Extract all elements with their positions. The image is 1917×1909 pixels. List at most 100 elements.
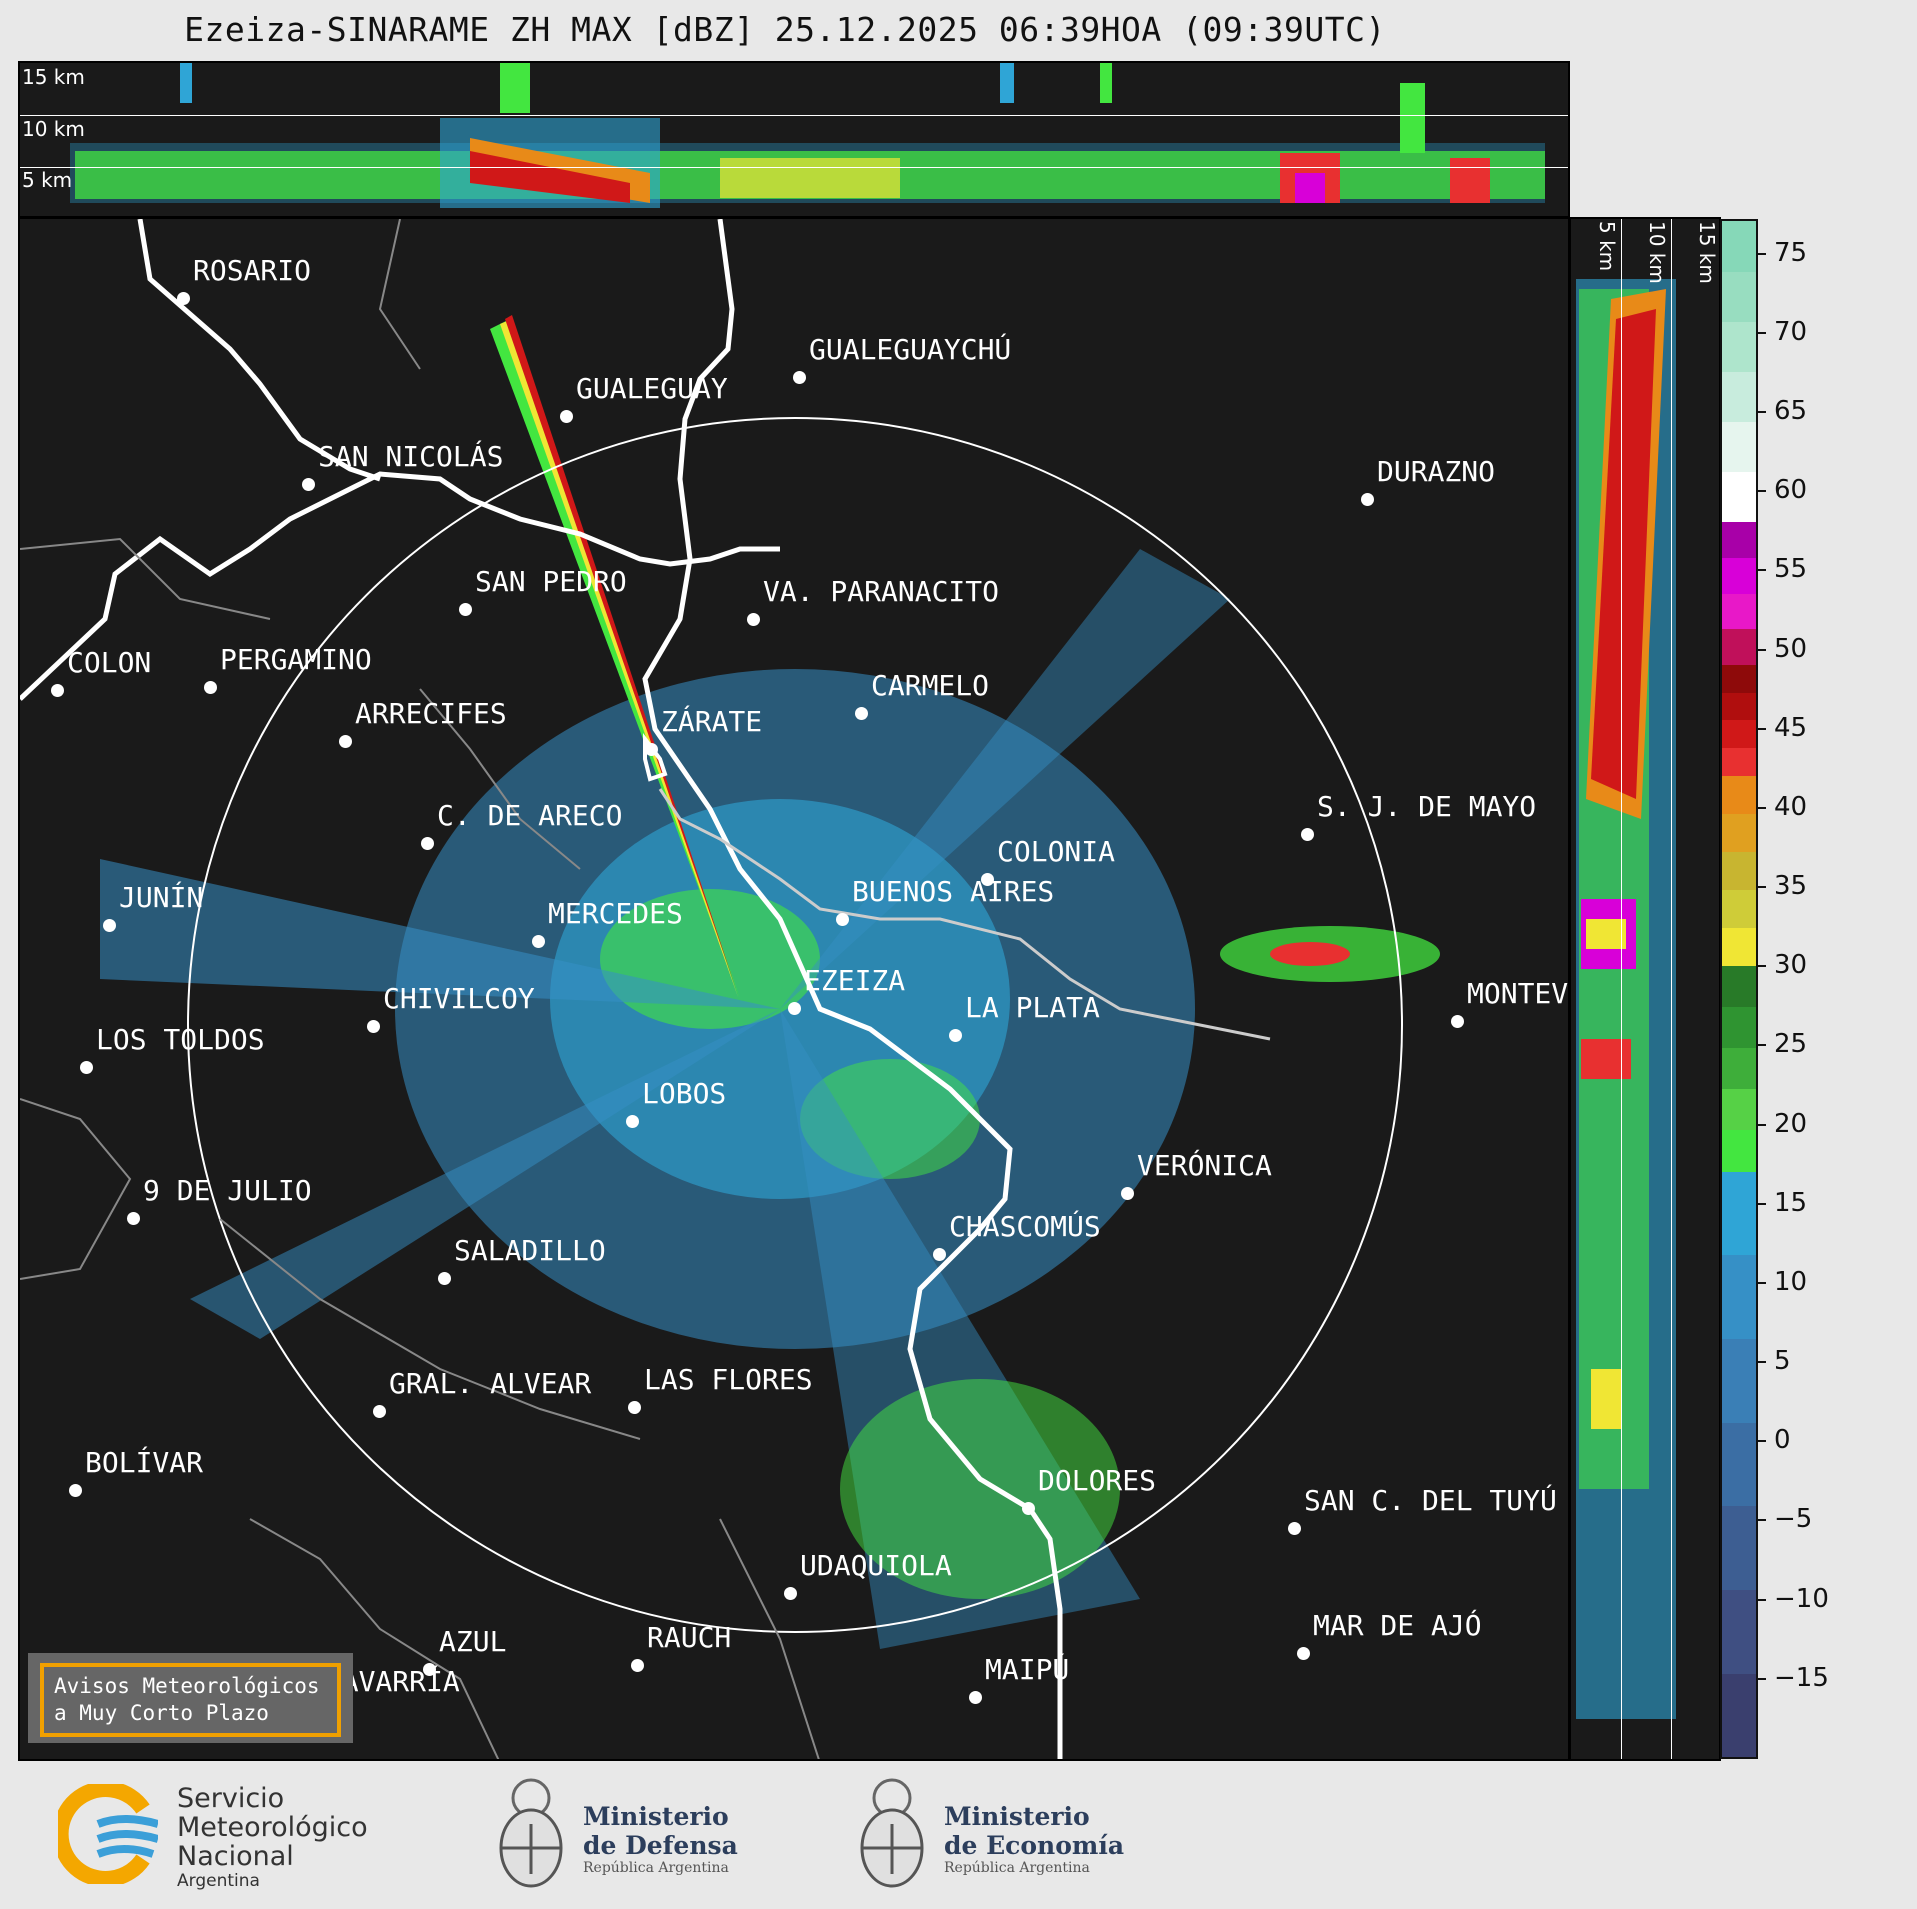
economia-logo-text: Ministerio de Economía República Argenti… [944, 1802, 1124, 1876]
city-marker [438, 1272, 451, 1285]
defensa-line-1: Ministerio [583, 1802, 729, 1831]
page-title: Ezeiza-SINARAME ZH MAX [dBZ] 25.12.2025 … [184, 10, 1386, 49]
city-marker [127, 1212, 140, 1225]
colorbar-segment [1722, 221, 1756, 272]
city-label: VERÓNICA [1137, 1149, 1272, 1182]
city-label: GRAL. ALVEAR [389, 1367, 592, 1400]
city-label: 9 DE JULIO [143, 1174, 312, 1207]
city-label: CHIVILCOY [383, 982, 535, 1015]
colorbar-segment [1722, 1254, 1756, 1339]
city-marker [1451, 1015, 1464, 1028]
city-label: RAUCH [647, 1621, 732, 1654]
colorbar-segment [1722, 775, 1756, 814]
colorbar-tick-label: 5 [1774, 1346, 1791, 1377]
colorbar-tick-label: 40 [1774, 791, 1808, 822]
city-label: AZUL [439, 1625, 507, 1658]
economia-line-1: Ministerio [944, 1802, 1090, 1831]
city-label: UDAQUIOLA [800, 1549, 952, 1582]
coat-of-arms-icon [856, 1774, 928, 1898]
city-marker [80, 1061, 93, 1074]
colorbar-segment [1722, 593, 1756, 630]
defensa-line-2: de Defensa [583, 1831, 738, 1860]
city-label: C. DE ARECO [437, 799, 623, 832]
colorbar-tick-label: −15 [1774, 1662, 1829, 1693]
city-marker [532, 935, 545, 948]
defensa-line-3: República Argentina [583, 1860, 729, 1876]
altitude-label-15km-vertical: 15 km [1695, 221, 1719, 284]
city-label: ARRECIFES [355, 697, 507, 730]
colorbar-segment [1722, 271, 1756, 322]
colorbar-tick-label: 45 [1774, 712, 1808, 743]
city-marker [423, 1663, 436, 1676]
colorbar [1720, 219, 1758, 1759]
colorbar-segment [1722, 1673, 1756, 1758]
city-label: DOLORES [1038, 1464, 1157, 1497]
footer: Servicio Meteorológico Nacional Argentin… [0, 1762, 1917, 1909]
city-marker [302, 478, 315, 491]
colorbar-segment [1722, 1129, 1756, 1172]
colorbar-segment [1722, 1505, 1756, 1591]
city-label: LAS FLORES [644, 1363, 813, 1396]
city-label: LA PLATA [965, 991, 1100, 1024]
city-marker [204, 681, 217, 694]
smn-line-1: Servicio [177, 1783, 285, 1814]
city-marker [1297, 1647, 1310, 1660]
altitude-label-10km: 10 km [22, 117, 85, 141]
city-label: PERGAMINO [220, 643, 372, 676]
warning-box-frame[interactable]: Avisos Meteorológicos a Muy Corto Plazo [40, 1663, 341, 1737]
city-marker [560, 410, 573, 423]
economia-line-3: República Argentina [944, 1860, 1090, 1876]
warning-line-1: Avisos Meteorológicos [54, 1674, 320, 1698]
city-marker [367, 1020, 380, 1033]
altitude-label-5km-vertical: 5 km [1595, 221, 1619, 272]
city-marker [784, 1587, 797, 1600]
city-label: GUALEGUAYCHÚ [809, 333, 1012, 366]
colorbar-tick-label: 75 [1774, 237, 1808, 268]
colorbar-segment [1722, 1047, 1756, 1090]
city-marker [788, 1002, 801, 1015]
city-label: SAN C. DEL TUYÚ [1304, 1484, 1557, 1517]
colorbar-segment [1722, 371, 1756, 423]
colorbar-tick-label: 70 [1774, 316, 1808, 347]
city-label: BOLÍVAR [85, 1446, 204, 1479]
side-altitude-profile: 5 km 10 km 15 km [1569, 217, 1721, 1761]
colorbar-tick-label: 0 [1774, 1425, 1791, 1456]
city-marker [69, 1484, 82, 1497]
city-marker [747, 613, 760, 626]
city-label: MAIPÚ [985, 1653, 1070, 1686]
city-marker [421, 837, 434, 850]
city-label: CARMELO [871, 669, 990, 702]
city-label: ROSARIO [193, 254, 312, 287]
colorbar-tick-label: 50 [1774, 633, 1808, 664]
city-marker [103, 919, 116, 932]
colorbar-segment [1722, 557, 1756, 594]
city-label: SAN NICOLÁS [318, 440, 504, 473]
colorbar-segment [1722, 747, 1756, 776]
city-label: MERCEDES [548, 897, 683, 930]
colorbar-segment [1722, 813, 1756, 852]
colorbar-tick-label: 60 [1774, 475, 1808, 506]
city-marker [793, 371, 806, 384]
city-marker [969, 1691, 982, 1704]
economia-line-2: de Economía [944, 1831, 1125, 1860]
city-label: DURAZNO [1377, 455, 1496, 488]
city-label: BUENOS AIRES [852, 875, 1055, 908]
colorbar-tick-label: 15 [1774, 1187, 1808, 1218]
city-label: CHASCOMÚS [949, 1210, 1101, 1243]
defensa-logo-text: Ministerio de Defensa República Argentin… [583, 1802, 738, 1876]
colorbar-segment [1722, 471, 1756, 523]
colorbar-segment [1722, 321, 1756, 372]
city-label: LOS TOLDOS [96, 1023, 265, 1056]
colorbar-segment [1722, 927, 1756, 966]
warning-box[interactable]: Avisos Meteorológicos a Muy Corto Plazo [28, 1653, 353, 1743]
smn-logo-icon [52, 1781, 160, 1887]
coat-of-arms-icon [495, 1774, 567, 1898]
side-profile-echo [1576, 279, 1676, 1719]
altitude-label-10km-vertical: 10 km [1645, 221, 1669, 284]
colorbar-segment [1722, 851, 1756, 890]
city-marker [836, 913, 849, 926]
colorbar-segment [1722, 1006, 1756, 1049]
colorbar-segment [1722, 664, 1756, 693]
radar-map: ROSARIO GUALEGUAYCHÚ GUALEGUAY SAN NICOL… [18, 217, 1570, 1761]
top-profile-echo [70, 63, 1545, 208]
